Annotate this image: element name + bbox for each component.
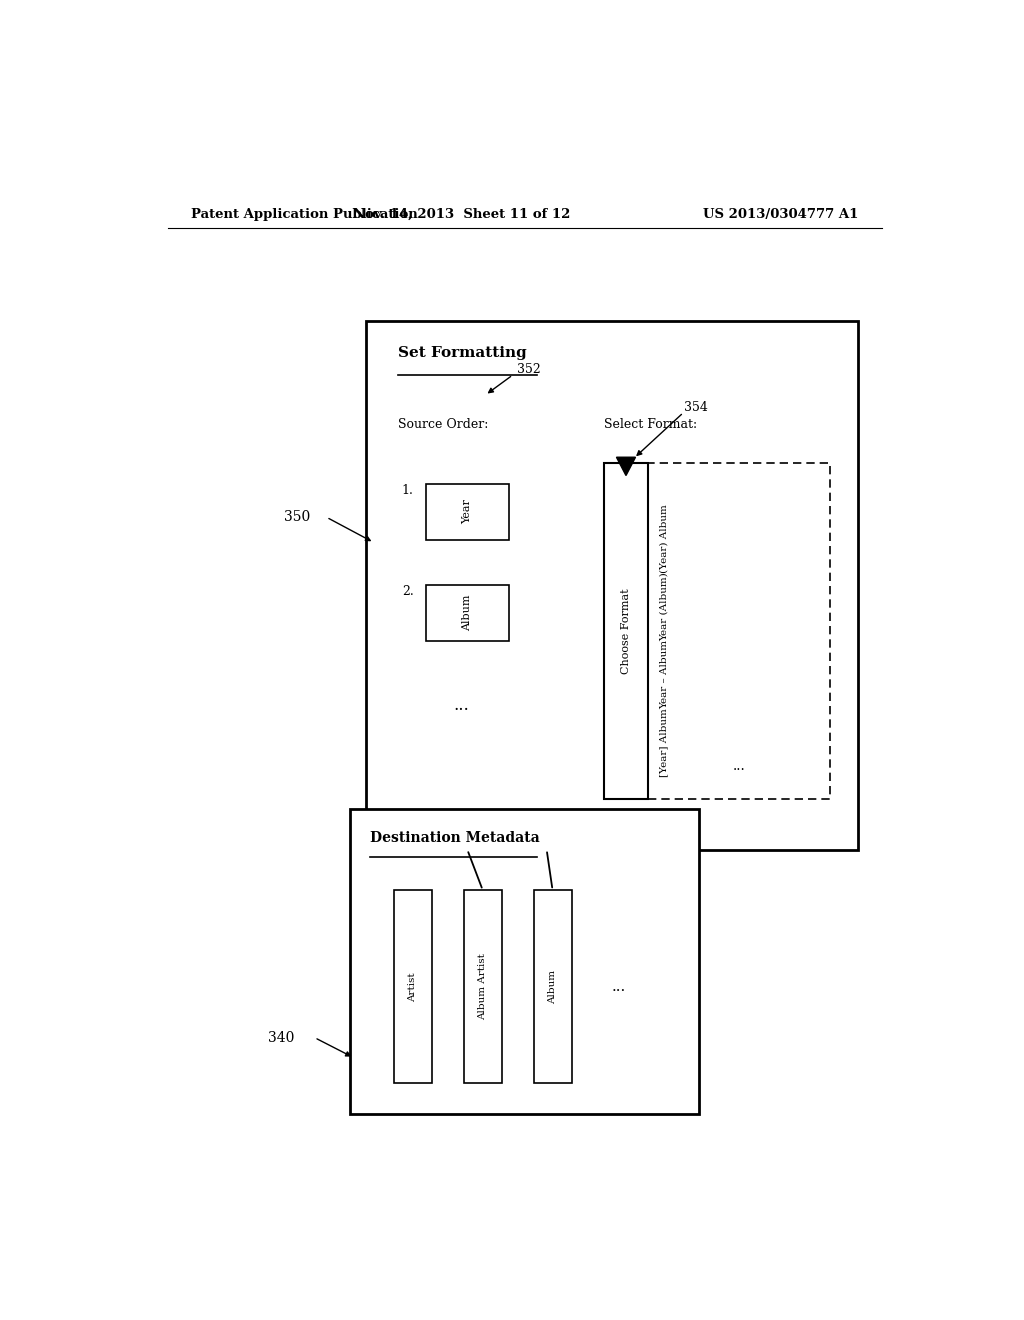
Polygon shape — [616, 457, 636, 475]
Bar — [464, 890, 502, 1084]
Text: Nov. 14, 2013  Sheet 11 of 12: Nov. 14, 2013 Sheet 11 of 12 — [352, 207, 570, 220]
Bar — [426, 483, 509, 540]
Text: [Year] Album: [Year] Album — [659, 709, 669, 777]
Text: ...: ... — [454, 697, 469, 714]
Bar — [350, 809, 699, 1114]
Text: (Year) Album: (Year) Album — [659, 504, 669, 573]
Text: 2.: 2. — [401, 585, 414, 598]
Text: Album: Album — [548, 970, 557, 1003]
Text: Year – Album: Year – Album — [659, 640, 669, 709]
Bar — [534, 890, 571, 1084]
Text: Set Formatting: Set Formatting — [397, 346, 526, 360]
Text: ...: ... — [733, 759, 745, 774]
Text: ...: ... — [611, 979, 626, 994]
Text: Choose Format: Choose Format — [621, 589, 631, 673]
Bar — [394, 890, 432, 1084]
Text: Album Artist: Album Artist — [478, 953, 487, 1020]
Bar — [648, 463, 830, 799]
Text: 340: 340 — [268, 1031, 295, 1044]
Text: Destination Metadata: Destination Metadata — [370, 832, 540, 845]
Text: Year: Year — [462, 499, 472, 524]
Bar — [426, 585, 509, 642]
Text: 350: 350 — [285, 511, 310, 524]
Text: 352: 352 — [517, 363, 541, 376]
Text: Select Format:: Select Format: — [604, 417, 697, 430]
Text: 354: 354 — [684, 401, 708, 414]
Text: Patent Application Publication: Patent Application Publication — [191, 207, 418, 220]
Text: Year (Album): Year (Album) — [659, 572, 669, 640]
Bar — [604, 463, 648, 799]
Text: FIG. 11: FIG. 11 — [694, 630, 831, 663]
Text: US 2013/0304777 A1: US 2013/0304777 A1 — [702, 207, 858, 220]
Text: Source Order:: Source Order: — [397, 417, 488, 430]
Bar — [367, 321, 858, 850]
Text: Album: Album — [462, 595, 472, 631]
Text: 1.: 1. — [401, 483, 414, 496]
Text: Artist: Artist — [409, 972, 418, 1002]
